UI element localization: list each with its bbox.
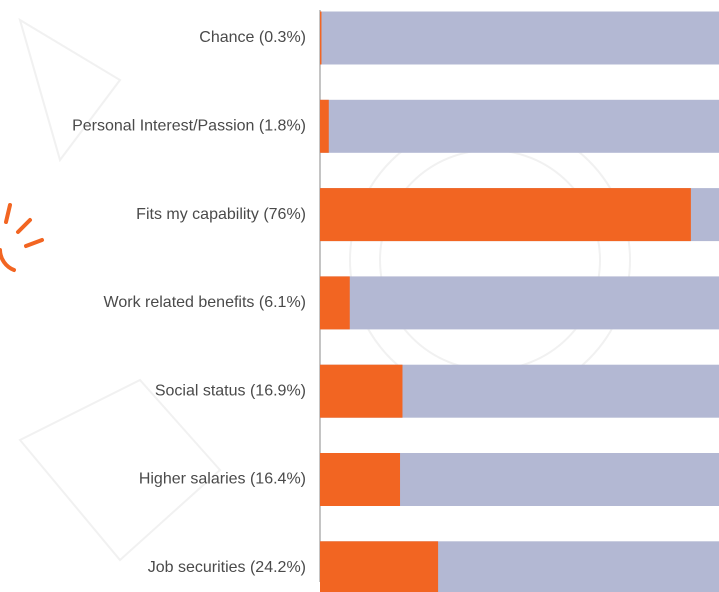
category-label: Fits my capability (76%) <box>136 206 306 223</box>
sun-icon <box>0 205 42 270</box>
bar-track <box>320 100 719 153</box>
category-label: Personal Interest/Passion (1.8%) <box>72 118 306 135</box>
bar-track <box>320 276 719 329</box>
category-label: Higher salaries (16.4%) <box>139 471 306 488</box>
category-label: Social status (16.9%) <box>155 382 306 399</box>
category-label: Work related benefits (6.1%) <box>104 294 306 311</box>
bar <box>320 12 321 65</box>
bar <box>320 276 350 329</box>
page: {"chart_data": {"type": "barh", "categor… <box>0 0 719 592</box>
bar <box>320 365 402 418</box>
bar <box>320 100 329 153</box>
bar-track <box>320 12 719 65</box>
chart: Chance (0.3%) Personal Interest/Passion (… <box>0 0 719 592</box>
category-label: Job securities (24.2%) <box>148 559 306 576</box>
bar <box>320 453 400 506</box>
bar <box>320 188 691 241</box>
category-label: Chance (0.3%) <box>199 29 306 46</box>
bar <box>320 541 438 592</box>
